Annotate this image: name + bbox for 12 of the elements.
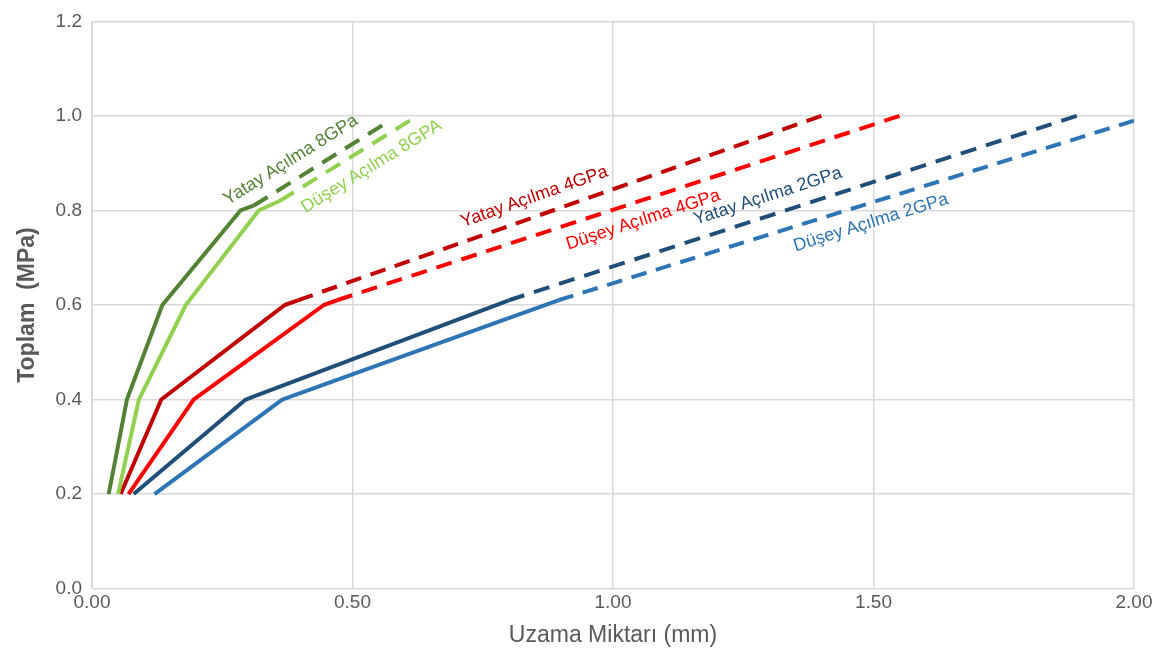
x-tick-label: 1.50 — [855, 591, 892, 613]
x-tick-label: 2.00 — [1115, 591, 1153, 613]
x-tick-label: 0.50 — [334, 591, 371, 613]
y-tick-label: 0.2 — [55, 482, 83, 504]
x-tick-label: 1.00 — [594, 591, 632, 613]
y-tick-label: 0.6 — [55, 293, 83, 315]
y-tick-label: 0.8 — [55, 198, 83, 220]
y-tick-label: 1.2 — [55, 9, 83, 31]
y-tick-label: 0.4 — [55, 387, 83, 409]
y-axis-title: Toplam (MPa) — [13, 227, 40, 383]
x-axis-title: Uzama Miktarı (mm) — [508, 620, 718, 647]
y-tick-label: 1.0 — [55, 104, 83, 126]
